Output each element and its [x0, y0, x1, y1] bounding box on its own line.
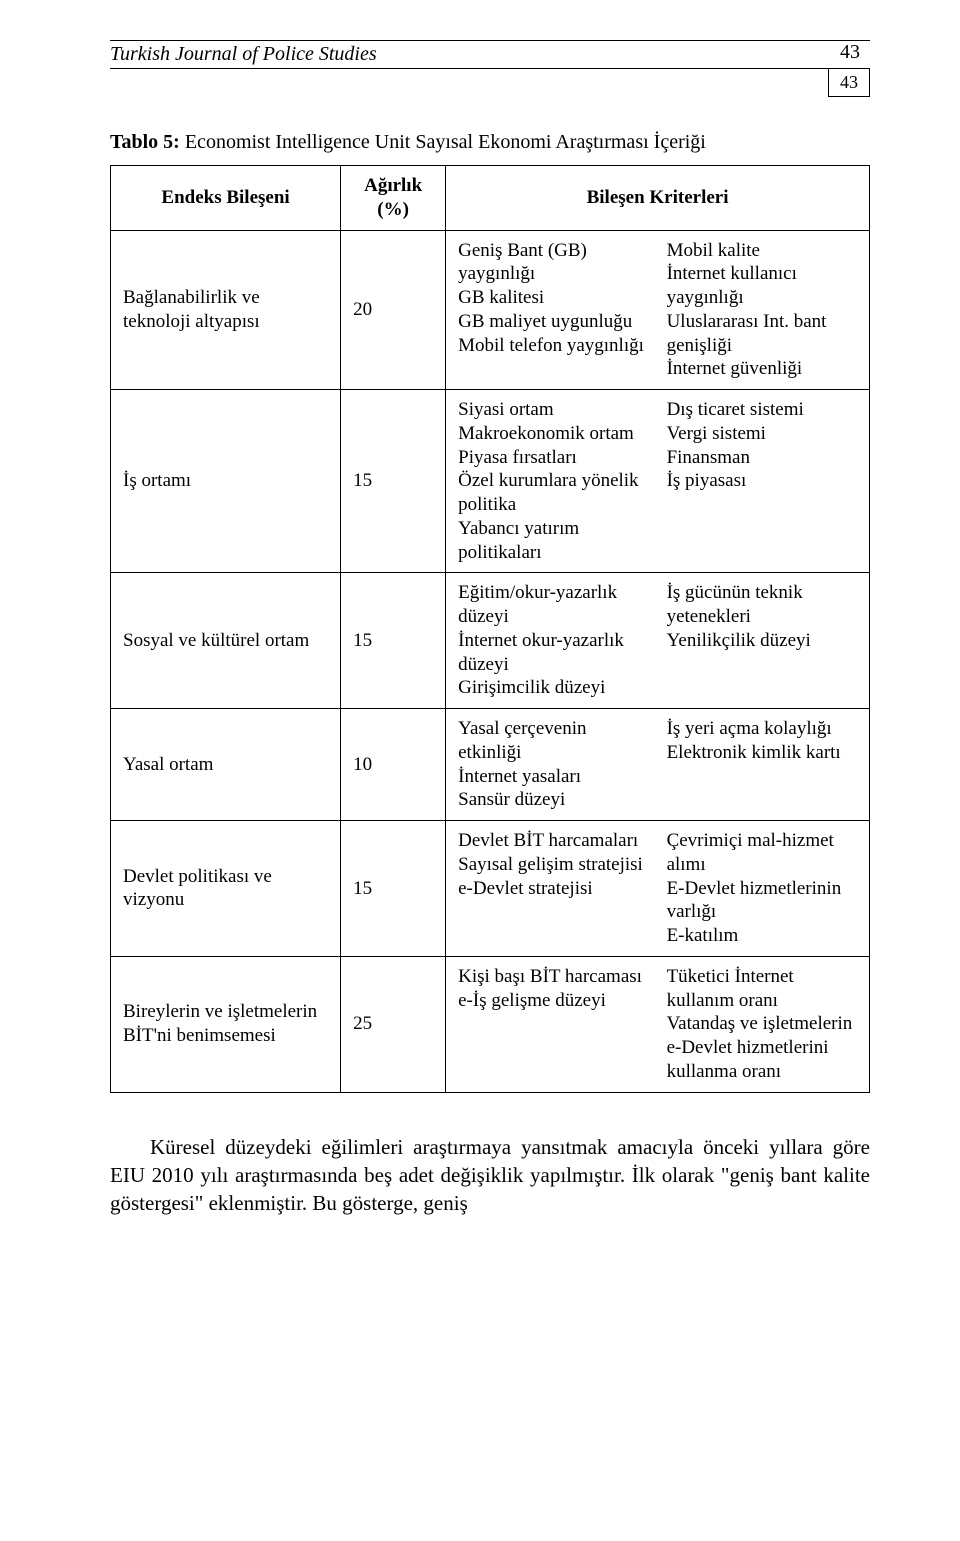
criteria-right: İş yeri açma kolaylığıElektronik kimlik … — [667, 717, 857, 812]
criteria-columns: Siyasi ortamMakroekonomik ortamPiyasa fı… — [458, 398, 857, 564]
table-header-row: Endeks Bileşeni Ağırlık (%) Bileşen Krit… — [111, 166, 870, 231]
cell-weight: 20 — [341, 230, 446, 390]
body-paragraph: Küresel düzeydeki eğilimleri araştırmaya… — [110, 1133, 870, 1218]
eiu-table: Endeks Bileşeni Ağırlık (%) Bileşen Krit… — [110, 165, 870, 1093]
criteria-right: Mobil kaliteİnternet kullanıcı yaygınlığ… — [667, 239, 857, 382]
criteria-columns: Devlet BİT harcamalarıSayısal gelişim st… — [458, 829, 857, 948]
cell-criteria: Devlet BİT harcamalarıSayısal gelişim st… — [446, 821, 870, 957]
table-caption-text: Economist Intelligence Unit Sayısal Ekon… — [180, 131, 706, 153]
cell-criteria: Geniş Bant (GB) yaygınlığıGB kalitesiGB … — [446, 230, 870, 390]
table-head: Endeks Bileşeni Ağırlık (%) Bileşen Krit… — [111, 166, 870, 231]
table-row: Sosyal ve kültürel ortam15Eğitim/okur-ya… — [111, 573, 870, 709]
cell-weight: 15 — [341, 390, 446, 573]
page: Turkish Journal of Police Studies 43 43 … — [0, 0, 960, 1541]
table-caption-label: Tablo 5: — [110, 131, 180, 153]
cell-criteria: Eğitim/okur-yazarlık düzeyiİnternet okur… — [446, 573, 870, 709]
criteria-left: Kişi başı BİT harcamasıe-İş gelişme düze… — [458, 965, 648, 1084]
table-row: İş ortamı15Siyasi ortamMakroekonomik ort… — [111, 390, 870, 573]
table-body: Bağlanabilirlik ve teknoloji altyapısı20… — [111, 230, 870, 1092]
criteria-right: Çevrimiçi mal-hizmet alımıE-Devlet hizme… — [667, 829, 857, 948]
col-header-criteria: Bileşen Kriterleri — [446, 166, 870, 231]
page-number-top: 43 — [840, 41, 870, 64]
criteria-left: Devlet BİT harcamalarıSayısal gelişim st… — [458, 829, 648, 948]
criteria-left: Eğitim/okur-yazarlık düzeyiİnternet okur… — [458, 581, 648, 700]
table-row: Yasal ortam10Yasal çerçevenin etkinliğiİ… — [111, 709, 870, 821]
page-number-box-value: 43 — [840, 72, 858, 93]
cell-component: Yasal ortam — [111, 709, 341, 821]
cell-weight: 25 — [341, 956, 446, 1092]
criteria-right: Tüketici İnternet kullanım oranıVatandaş… — [667, 965, 857, 1084]
criteria-columns: Geniş Bant (GB) yaygınlığıGB kalitesiGB … — [458, 239, 857, 382]
cell-criteria: Yasal çerçevenin etkinliğiİnternet yasal… — [446, 709, 870, 821]
cell-component: Bireylerin ve işletmelerin BİT'ni benims… — [111, 956, 341, 1092]
cell-weight: 15 — [341, 573, 446, 709]
cell-weight: 10 — [341, 709, 446, 821]
col-header-weight-line2: (%) — [377, 199, 409, 220]
cell-criteria: Kişi başı BİT harcamasıe-İş gelişme düze… — [446, 956, 870, 1092]
criteria-right: İş gücünün teknik yetenekleriYenilikçili… — [667, 581, 857, 700]
criteria-right: Dış ticaret sistemiVergi sistemiFinansma… — [667, 398, 857, 564]
criteria-columns: Kişi başı BİT harcamasıe-İş gelişme düze… — [458, 965, 857, 1084]
cell-component: İş ortamı — [111, 390, 341, 573]
criteria-columns: Eğitim/okur-yazarlık düzeyiİnternet okur… — [458, 581, 857, 700]
table-row: Bağlanabilirlik ve teknoloji altyapısı20… — [111, 230, 870, 390]
journal-title: Turkish Journal of Police Studies — [110, 43, 377, 66]
criteria-left: Geniş Bant (GB) yaygınlığıGB kalitesiGB … — [458, 239, 648, 382]
cell-component: Bağlanabilirlik ve teknoloji altyapısı — [111, 230, 341, 390]
criteria-columns: Yasal çerçevenin etkinliğiİnternet yasal… — [458, 717, 857, 812]
col-header-component: Endeks Bileşeni — [111, 166, 341, 231]
col-header-weight-line1: Ağırlık — [364, 175, 422, 196]
page-header: Turkish Journal of Police Studies 43 — [110, 40, 870, 66]
table-caption: Tablo 5: Economist Intelligence Unit Say… — [110, 129, 870, 155]
col-header-weight: Ağırlık (%) — [341, 166, 446, 231]
cell-component: Sosyal ve kültürel ortam — [111, 573, 341, 709]
cell-criteria: Siyasi ortamMakroekonomik ortamPiyasa fı… — [446, 390, 870, 573]
cell-component: Devlet politikası ve vizyonu — [111, 821, 341, 957]
page-number-box: 43 — [828, 68, 870, 97]
criteria-left: Siyasi ortamMakroekonomik ortamPiyasa fı… — [458, 398, 648, 564]
cell-weight: 15 — [341, 821, 446, 957]
criteria-left: Yasal çerçevenin etkinliğiİnternet yasal… — [458, 717, 648, 812]
header-divider: 43 — [110, 68, 870, 69]
table-row: Devlet politikası ve vizyonu15Devlet BİT… — [111, 821, 870, 957]
table-row: Bireylerin ve işletmelerin BİT'ni benims… — [111, 956, 870, 1092]
